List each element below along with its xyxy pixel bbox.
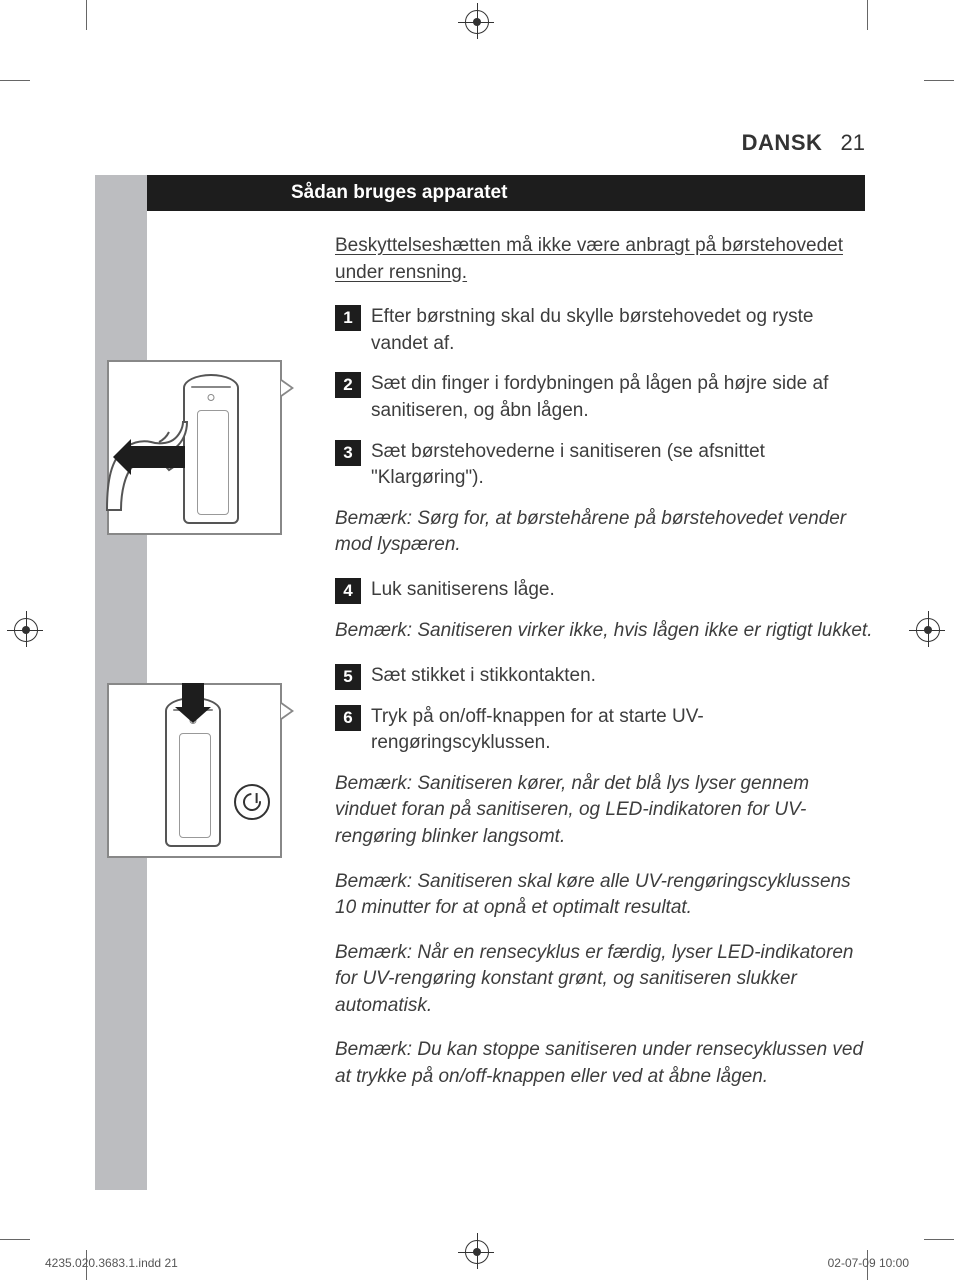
language-label: DANSK — [742, 130, 823, 155]
arrow-left-icon — [129, 446, 185, 468]
page-header: DANSK 21 — [742, 130, 865, 156]
note-5: Bemærk: Når en rensecyklus er færdig, ly… — [335, 940, 873, 1020]
page: DANSK 21 Sådan bruges apparatet Beskytte… — [95, 35, 865, 1235]
registration-mark-icon — [14, 618, 38, 642]
step-6: 6 Tryk på on/off-knappen for at starte U… — [335, 704, 873, 757]
step-number: 1 — [335, 305, 361, 331]
note-6: Bemærk: Du kan stoppe sanitiseren under … — [335, 1037, 873, 1090]
arrow-down-icon — [182, 683, 204, 709]
step-5: 5 Sæt stikket i stikkontakten. — [335, 663, 873, 690]
step-number: 4 — [335, 578, 361, 604]
step-number: 5 — [335, 664, 361, 690]
step-2: 2 Sæt din finger i fordybningen på lågen… — [335, 371, 873, 424]
section-title-bar: Sådan bruges apparatet — [147, 175, 865, 211]
footer-date: 02-07-09 10:00 — [828, 1256, 909, 1270]
footer-file: 4235.020.3683.1.indd 21 — [45, 1256, 178, 1270]
step-text: Sæt børstehovederne i sanitiseren (se af… — [371, 439, 873, 492]
figure-open-door — [107, 360, 282, 535]
step-number: 2 — [335, 372, 361, 398]
power-icon — [234, 784, 270, 820]
step-number: 6 — [335, 705, 361, 731]
step-4: 4 Luk sanitiserens låge. — [335, 577, 873, 604]
step-3: 3 Sæt børstehovederne i sanitiseren (se … — [335, 439, 873, 492]
note-4: Bemærk: Sanitiseren skal køre alle UV-re… — [335, 869, 873, 922]
registration-mark-icon — [465, 10, 489, 34]
note-2: Bemærk: Sanitiseren virker ikke, hvis lå… — [335, 618, 873, 645]
step-text: Efter børstning skal du skylle børstehov… — [371, 304, 873, 357]
content-column: Beskyttelseshætten må ikke være anbragt … — [335, 233, 873, 1109]
step-text: Sæt din finger i fordybningen på lågen p… — [371, 371, 873, 424]
step-text: Luk sanitiserens låge. — [371, 577, 873, 604]
intro-text: Beskyttelseshætten må ikke være anbragt … — [335, 233, 873, 286]
figure-power-on — [107, 683, 282, 858]
note-1: Bemærk: Sørg for, at børstehårene på bør… — [335, 506, 873, 559]
step-text: Tryk på on/off-knappen for at starte UV-… — [371, 704, 873, 757]
step-number: 3 — [335, 440, 361, 466]
note-3: Bemærk: Sanitiseren kører, når det blå l… — [335, 771, 873, 851]
registration-mark-icon — [916, 618, 940, 642]
step-text: Sæt stikket i stikkontakten. — [371, 663, 873, 690]
step-1: 1 Efter børstning skal du skylle børsteh… — [335, 304, 873, 357]
footer: 4235.020.3683.1.indd 21 02-07-09 10:00 — [45, 1256, 909, 1270]
page-number: 21 — [841, 130, 865, 155]
